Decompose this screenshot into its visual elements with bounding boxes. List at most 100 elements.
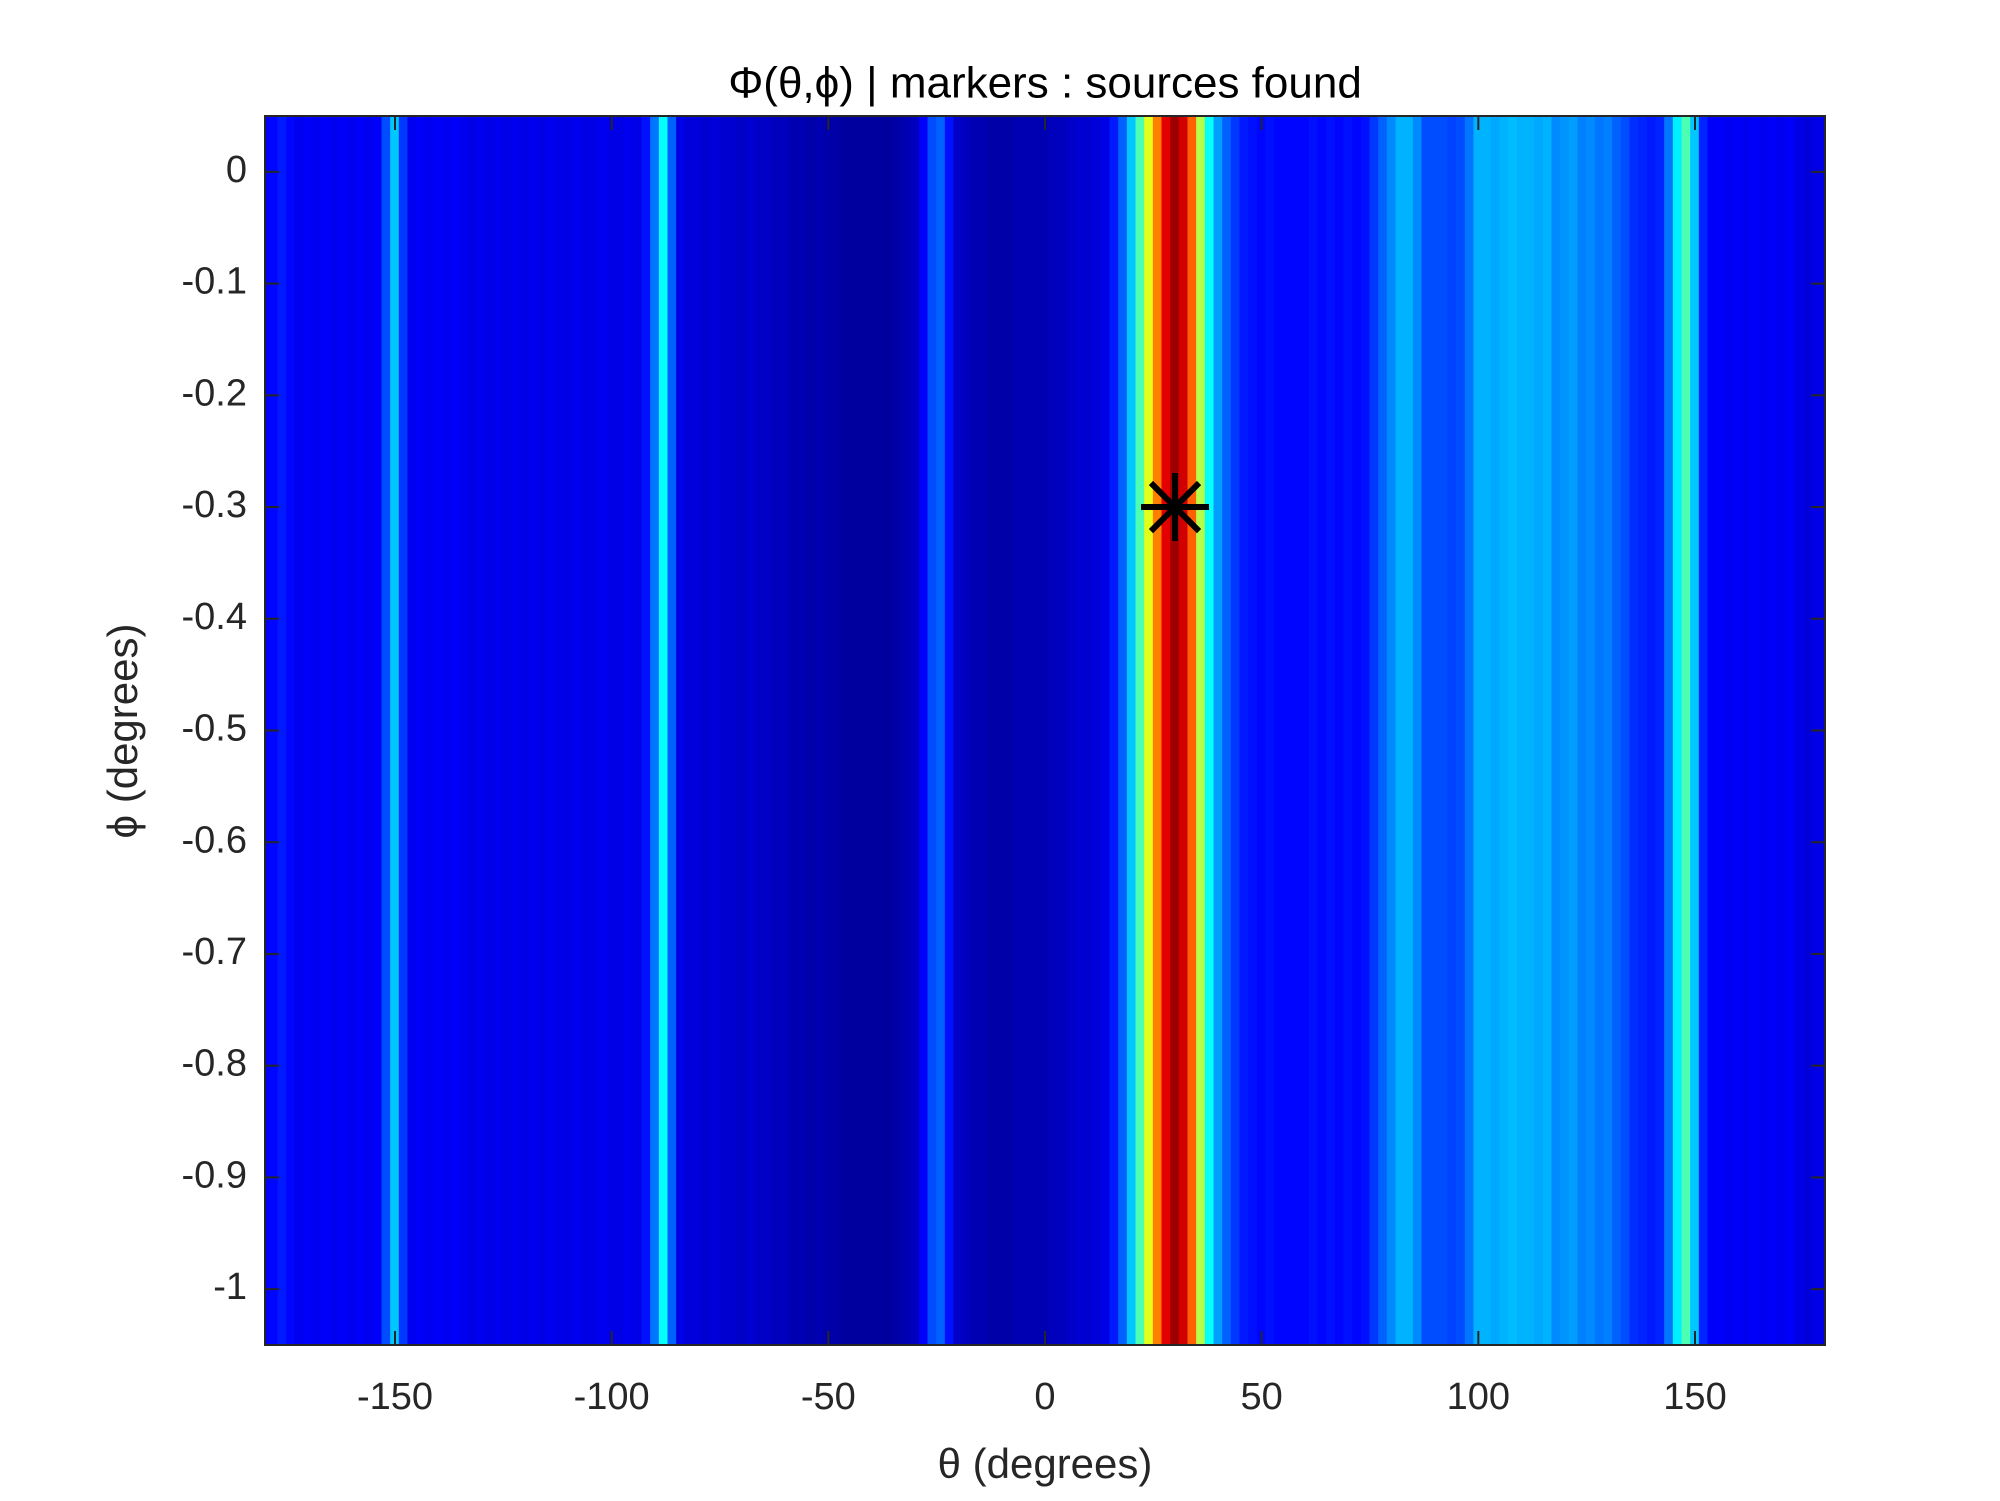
- heat-cell: [546, 116, 556, 1345]
- x-tick-label: -100: [574, 1376, 650, 1418]
- heat-cell: [823, 116, 834, 1345]
- heat-cell: [1230, 116, 1241, 1345]
- heat-cell: [780, 116, 790, 1345]
- heat-cell: [1620, 116, 1631, 1345]
- heat-cell: [1516, 116, 1527, 1345]
- heat-cell: [1490, 116, 1501, 1345]
- heat-cell: [1222, 116, 1232, 1345]
- heat-cell: [1343, 116, 1354, 1345]
- heat-cell: [762, 116, 773, 1345]
- heat-cell: [1326, 116, 1336, 1345]
- y-tick-label: -0.9: [182, 1154, 247, 1196]
- heat-cell: [580, 116, 591, 1345]
- heat-cell: [676, 116, 686, 1345]
- heat-cell: [1404, 116, 1414, 1345]
- heat-cell: [1534, 116, 1544, 1345]
- heat-cell: [1282, 116, 1293, 1345]
- heat-cell: [832, 116, 842, 1345]
- heat-cell: [944, 116, 955, 1345]
- heat-cell: [1698, 116, 1709, 1345]
- heat-cell: [537, 116, 548, 1345]
- heat-cell: [1542, 116, 1553, 1345]
- heat-cell: [1369, 116, 1380, 1345]
- heat-cell: [1646, 116, 1657, 1345]
- heat-cell: [485, 116, 496, 1345]
- heat-cell: [1386, 116, 1397, 1345]
- heat-cell: [771, 116, 782, 1345]
- heat-cell: [1256, 116, 1267, 1345]
- heat-cell: [953, 116, 964, 1345]
- heat-cell: [329, 116, 340, 1345]
- x-tick-label: 100: [1447, 1376, 1510, 1418]
- chart-title: Φ(θ,ϕ) | markers : sources found: [728, 59, 1362, 108]
- heat-cell: [849, 116, 860, 1345]
- x-tick-label: -150: [357, 1376, 433, 1418]
- heat-cell: [927, 116, 938, 1345]
- heat-cell: [1187, 116, 1198, 1345]
- heat-cell: [615, 116, 626, 1345]
- heat-cell: [996, 116, 1007, 1345]
- heat-cell: [840, 116, 851, 1345]
- y-axis-label: ϕ (degrees): [99, 624, 146, 839]
- heat-cell: [1785, 116, 1796, 1345]
- heat-cell: [450, 116, 461, 1345]
- heat-cell: [424, 116, 435, 1345]
- heat-cell: [606, 116, 617, 1345]
- heat-cell: [1430, 116, 1440, 1345]
- heat-cell: [1560, 116, 1570, 1345]
- heat-cell: [476, 116, 487, 1345]
- heat-cell: [719, 116, 730, 1345]
- heat-cell: [684, 116, 695, 1345]
- heat-cell: [1196, 116, 1206, 1345]
- heat-cell: [624, 116, 634, 1345]
- heat-cell: [970, 116, 981, 1345]
- heat-cell: [433, 116, 444, 1345]
- heat-cell: [918, 116, 929, 1345]
- heat-cell: [1239, 116, 1250, 1345]
- source-marker: [1141, 473, 1209, 542]
- heat-cell: [1421, 116, 1432, 1345]
- x-tick-label: 150: [1663, 1376, 1726, 1418]
- heat-cell: [1759, 116, 1770, 1345]
- heat-cell: [1681, 116, 1692, 1345]
- y-tick-label: -0.5: [182, 708, 247, 750]
- heat-cell: [1672, 116, 1683, 1345]
- heat-cell: [1473, 116, 1484, 1345]
- y-tick-label: 0: [226, 149, 247, 191]
- heat-cell: [1092, 116, 1102, 1345]
- heat-cell: [277, 116, 288, 1345]
- heat-cell: [1126, 116, 1137, 1345]
- heat-cell: [1586, 116, 1596, 1345]
- heat-cell: [702, 116, 712, 1345]
- heat-cell: [442, 116, 452, 1345]
- heat-cell: [1100, 116, 1111, 1345]
- heat-cell: [528, 116, 539, 1345]
- heat-cell: [1776, 116, 1787, 1345]
- heat-cell: [650, 116, 660, 1345]
- heat-cell: [1144, 116, 1154, 1345]
- heat-cell: [1508, 116, 1518, 1345]
- heat-cell: [1022, 116, 1033, 1345]
- heat-cell: [1170, 116, 1180, 1345]
- heat-cell: [736, 116, 747, 1345]
- y-tick-label: -0.8: [182, 1043, 247, 1085]
- heat-cell: [1568, 116, 1579, 1345]
- heat-cell: [710, 116, 721, 1345]
- heat-cell: [1204, 116, 1215, 1345]
- heat-cell: [745, 116, 756, 1345]
- heat-cell: [1638, 116, 1648, 1345]
- heat-cell: [1594, 116, 1605, 1345]
- heat-cell: [728, 116, 738, 1345]
- heat-cell: [563, 116, 574, 1345]
- heat-cell: [1040, 116, 1050, 1345]
- heat-cell: [1794, 116, 1804, 1345]
- heat-cell: [390, 116, 400, 1345]
- y-tick-label: -1: [213, 1266, 247, 1308]
- heat-cell: [1499, 116, 1510, 1345]
- heat-cell: [338, 116, 348, 1345]
- heat-cell: [1213, 116, 1224, 1345]
- heat-cell: [901, 116, 912, 1345]
- y-tick-label: -0.6: [182, 819, 247, 861]
- heat-cell: [1274, 116, 1284, 1345]
- x-tick-label: 0: [1034, 1376, 1055, 1418]
